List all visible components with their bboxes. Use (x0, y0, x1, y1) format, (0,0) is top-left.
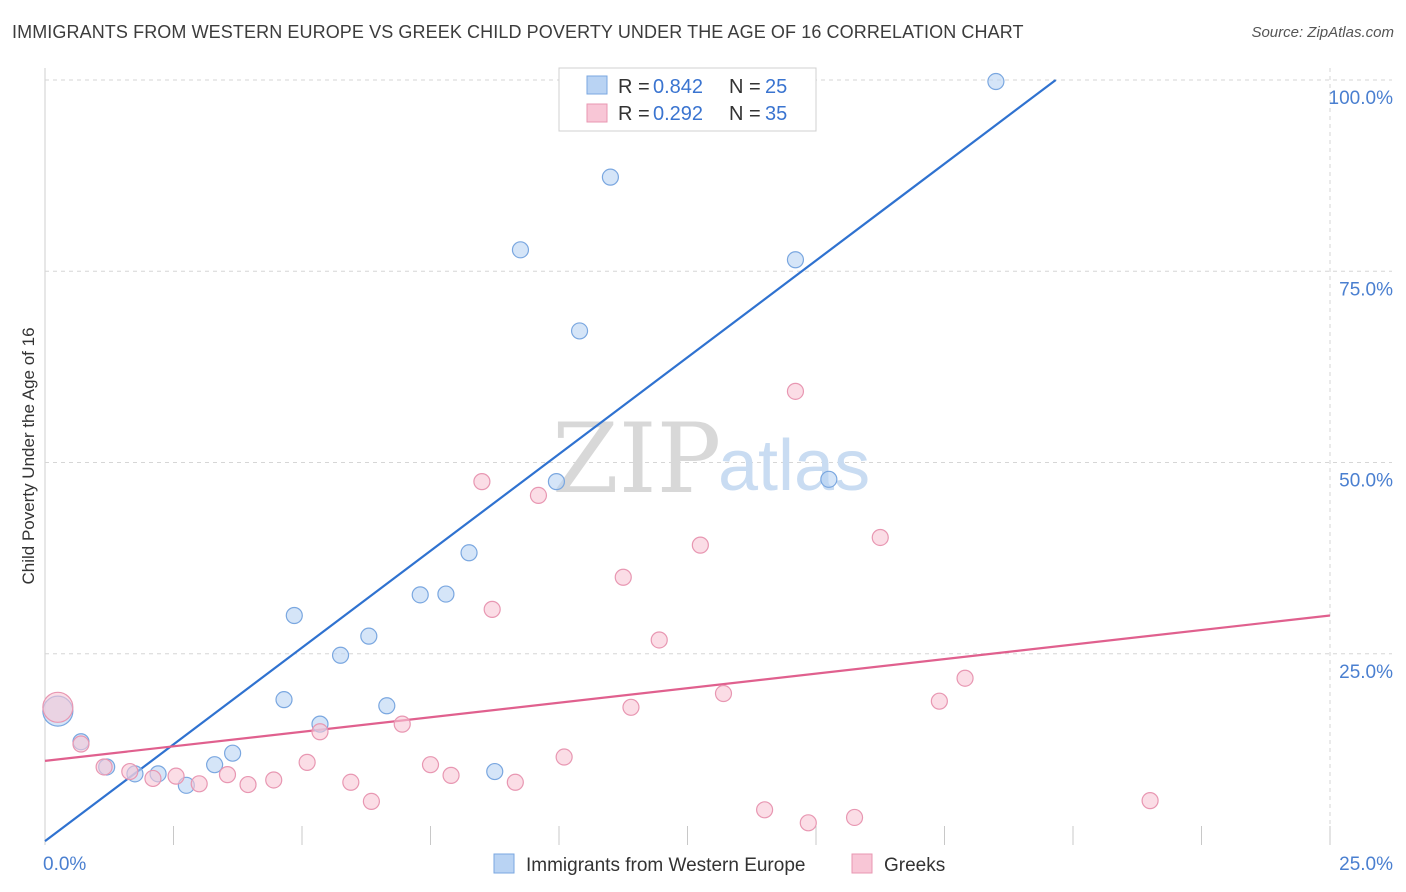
point-blue-20 (570, 322, 589, 340)
series-legend: Immigrants from Western Europe Greeks (493, 853, 945, 876)
point-pink-10 (298, 753, 316, 771)
point-blue-21 (601, 168, 620, 186)
point-blue-12 (360, 627, 378, 645)
point-pink-5 (167, 767, 185, 785)
series-legend-label-pink: Greeks (884, 855, 945, 876)
point-blue-7 (224, 744, 242, 762)
y-tick-label-2: 75.0% (1339, 279, 1393, 300)
point-pink-32 (930, 692, 948, 710)
stats-legend-n-label-pink: N = (729, 103, 761, 125)
point-blue-24 (987, 72, 1005, 91)
watermark-zip: ZIP (552, 403, 721, 515)
point-pink-11 (311, 723, 329, 741)
stats-legend-r-label-blue: R = (618, 76, 650, 98)
y-tick-label-0: 25.0% (1339, 662, 1393, 683)
point-blue-16 (460, 544, 478, 562)
stats-legend-n-value-blue: 25 (765, 76, 787, 98)
stats-legend-n-label-blue: N = (729, 76, 761, 98)
point-pink-20 (529, 486, 548, 504)
point-pink-28 (786, 382, 805, 400)
point-pink-15 (421, 756, 440, 774)
point-pink-0 (42, 691, 74, 723)
point-pink-2 (95, 758, 113, 776)
point-pink-17 (473, 473, 491, 491)
chart-title: IMMIGRANTS FROM WESTERN EUROPE VS GREEK … (12, 22, 1024, 42)
trend-line-blue (44, 79, 1057, 843)
point-blue-14 (411, 586, 429, 604)
stats-legend-swatch-pink (586, 103, 608, 123)
point-pink-3 (121, 762, 139, 781)
x-tick-label-1: 25.0% (1339, 854, 1393, 875)
point-blue-19 (547, 473, 566, 491)
y-tick-label-1: 50.0% (1339, 471, 1393, 492)
point-pink-27 (755, 801, 774, 819)
stats-legend-r-value-blue: 0.842 (653, 76, 703, 98)
point-blue-8 (275, 691, 293, 709)
watermark: ZIP atlas (552, 403, 870, 515)
trend-layer (44, 79, 1331, 843)
point-blue-6 (206, 756, 224, 774)
point-blue-17 (486, 762, 504, 781)
stats-legend-swatch-blue (586, 75, 608, 95)
point-pink-4 (144, 769, 162, 788)
point-blue-13 (378, 697, 396, 715)
stats-legend-n-value-pink: 35 (765, 103, 787, 125)
point-blue-22 (786, 251, 805, 269)
point-pink-8 (239, 775, 257, 794)
point-pink-18 (483, 600, 501, 618)
point-blue-15 (437, 585, 455, 603)
point-pink-33 (956, 669, 974, 687)
point-pink-24 (650, 631, 668, 649)
x-tick-label-0: 0.0% (43, 854, 86, 875)
point-pink-1 (72, 735, 90, 753)
stats-legend-r-label-pink: R = (618, 103, 650, 125)
series-legend-swatch-blue (493, 853, 515, 874)
point-pink-25 (691, 536, 709, 554)
point-pink-26 (714, 684, 733, 703)
point-pink-16 (442, 766, 460, 784)
stats-legend: R = 0.842 N = 25 R = 0.292 N = 35 (558, 67, 817, 132)
point-blue-11 (331, 646, 350, 664)
point-pink-7 (218, 766, 237, 784)
point-pink-21 (555, 748, 573, 766)
point-pink-29 (799, 814, 817, 832)
watermark-atlas: atlas (718, 426, 870, 506)
point-pink-12 (342, 773, 360, 791)
y-tick-label-3: 100.0% (1329, 88, 1394, 109)
point-pink-34 (1141, 792, 1159, 810)
tick-layer: 25.0% 50.0% 75.0% 100.0% 0.0% 25.0% (43, 88, 1393, 875)
point-pink-22 (614, 568, 632, 586)
point-pink-19 (506, 773, 524, 791)
point-blue-9 (285, 606, 303, 625)
point-pink-23 (622, 698, 640, 716)
point-pink-31 (871, 528, 889, 547)
point-pink-30 (845, 808, 864, 827)
point-pink-13 (362, 792, 380, 810)
point-pink-9 (265, 771, 283, 789)
point-blue-23 (820, 470, 838, 488)
series-legend-label-blue: Immigrants from Western Europe (526, 855, 805, 876)
point-pink-14 (393, 715, 411, 733)
point-blue-18 (511, 241, 530, 259)
y-axis-title: Child Poverty Under the Age of 16 (19, 327, 38, 584)
point-layer (42, 72, 1159, 832)
trend-line-pink (44, 614, 1331, 762)
point-pink-6 (190, 775, 208, 793)
chart-source: Source: ZipAtlas.com (1251, 24, 1394, 41)
series-legend-swatch-pink (851, 853, 873, 874)
stats-legend-r-value-pink: 0.292 (653, 103, 703, 125)
